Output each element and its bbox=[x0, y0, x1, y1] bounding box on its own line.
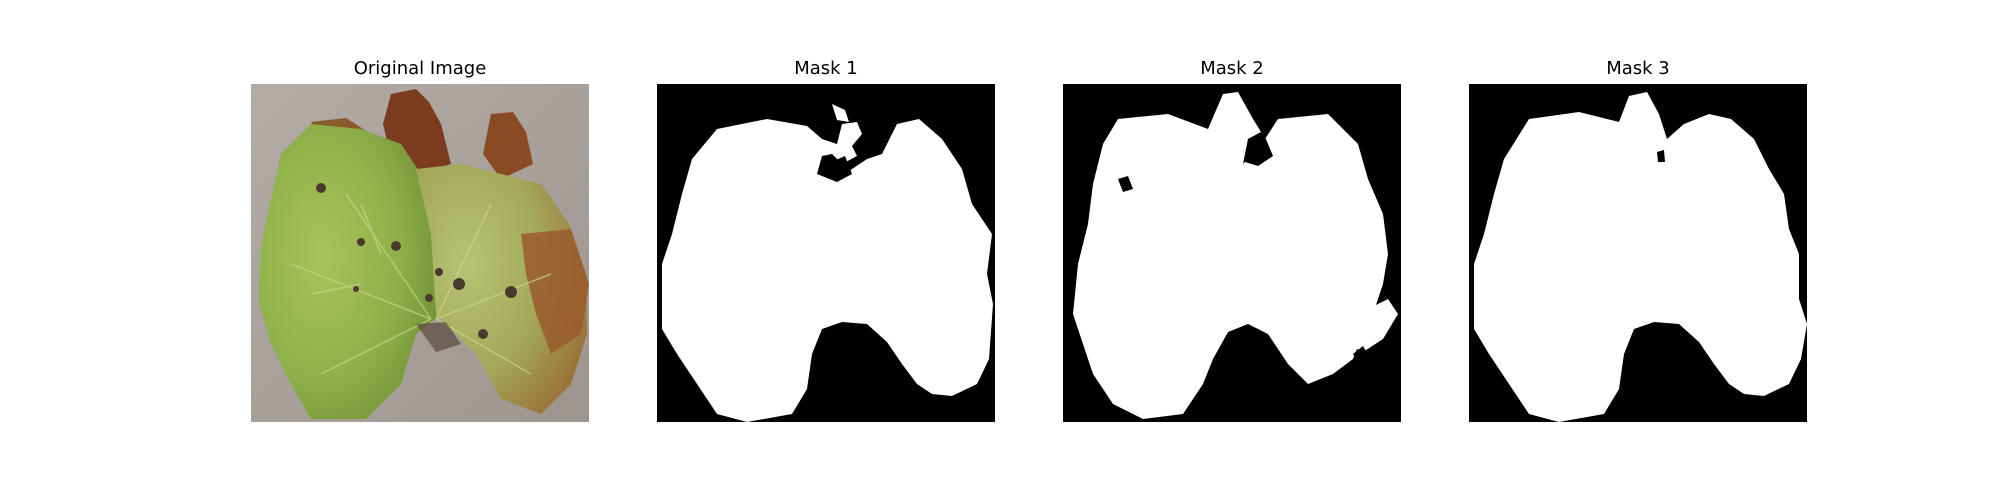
mask-3-image bbox=[1469, 84, 1807, 422]
brown-right-lobe bbox=[483, 112, 533, 179]
original-image-title: Original Image bbox=[353, 58, 487, 79]
mask-1-title: Mask 1 bbox=[794, 58, 858, 79]
mask-3-hole bbox=[1657, 150, 1665, 162]
mask-2-hole-top bbox=[1245, 132, 1273, 166]
mask-1-panel: Mask 1 bbox=[657, 0, 995, 500]
mask-2-title: Mask 2 bbox=[1200, 58, 1264, 79]
mask-2-panel: Mask 2 bbox=[1063, 0, 1401, 500]
disease-band bbox=[521, 229, 589, 354]
mask-2-image bbox=[1063, 84, 1401, 422]
lesion-spots bbox=[316, 183, 517, 339]
mask-2-side-blob bbox=[1348, 299, 1398, 352]
mask-1-image bbox=[657, 84, 995, 422]
mask-1-fragment bbox=[832, 104, 849, 122]
leaf-photo bbox=[251, 84, 589, 422]
leaf-right-half bbox=[416, 164, 587, 414]
mask-2-leaf-region bbox=[1073, 92, 1388, 419]
leaf-veins bbox=[290, 193, 552, 375]
stem-shadow bbox=[416, 322, 461, 352]
mask-1-hole bbox=[827, 156, 852, 182]
original-image-panel: Original Image bbox=[251, 0, 589, 500]
mask-1-leaf-region bbox=[662, 119, 993, 422]
mask-2-hole-right bbox=[1353, 346, 1369, 364]
mask-2-hole-left bbox=[1118, 176, 1133, 192]
leaf-left-half bbox=[259, 124, 441, 419]
mask-3-title: Mask 3 bbox=[1606, 58, 1670, 79]
mask-3-leaf-region bbox=[1474, 92, 1807, 422]
mask-3-panel: Mask 3 bbox=[1469, 0, 1807, 500]
